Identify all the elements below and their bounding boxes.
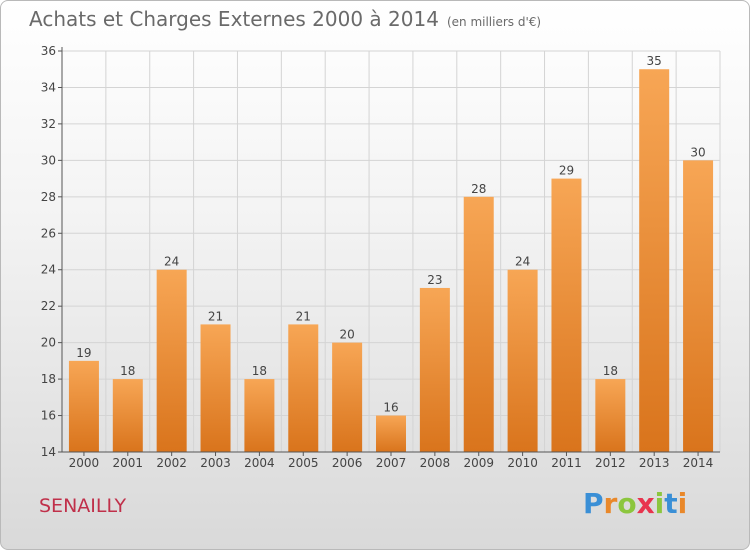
x-tick-label: 2008 — [420, 456, 451, 470]
data-label: 28 — [471, 182, 486, 196]
y-tick-label: 20 — [41, 336, 56, 350]
bar-2012 — [595, 379, 626, 452]
y-tick-label: 24 — [41, 263, 56, 277]
data-label: 21 — [296, 309, 311, 323]
data-label: 24 — [515, 255, 530, 269]
bar-2009 — [463, 196, 494, 452]
bar-2013 — [639, 69, 670, 453]
data-label: 20 — [339, 328, 354, 342]
axes: 14 16 18 20 22 24 26 28 30 32 34 36 2000 2001 2002 2003… — [41, 44, 720, 470]
data-label: 30 — [690, 145, 705, 159]
y-tick-label: 22 — [41, 299, 56, 313]
bar-2002 — [156, 269, 187, 452]
unit-label: (en milliers d'€) — [446, 15, 542, 29]
x-tick-label: 2003 — [200, 456, 231, 470]
x-tick-label: 2004 — [244, 456, 275, 470]
proxiti-logo[interactable]: Proxiti — [583, 487, 687, 520]
x-tick-label: 2002 — [156, 456, 187, 470]
bar-2014 — [683, 160, 714, 452]
x-tick-label: 2007 — [376, 456, 407, 470]
bar-2006 — [332, 342, 363, 452]
x-tick-label: 2013 — [639, 456, 670, 470]
data-label: 19 — [76, 346, 91, 360]
bar-2004 — [244, 379, 275, 452]
bar-2001 — [112, 379, 143, 452]
data-label: 18 — [252, 364, 267, 378]
x-tick-label: 2009 — [463, 456, 494, 470]
commune-name: SENAILLY — [39, 495, 127, 517]
logo-letter: x — [636, 487, 655, 520]
data-label: 29 — [559, 164, 574, 178]
x-tick-label: 2001 — [113, 456, 144, 470]
logo-letter: P — [583, 487, 604, 520]
bar-2005 — [288, 324, 319, 452]
data-label: 21 — [208, 309, 223, 323]
bar-2007 — [376, 415, 406, 452]
y-tick-label: 28 — [41, 190, 56, 204]
y-tick-label: 36 — [41, 44, 56, 58]
chart-title: Achats et Charges Externes 2000 à 2014 (e… — [29, 7, 541, 31]
data-label: 18 — [120, 364, 135, 378]
data-label: 18 — [603, 364, 618, 378]
logo-letter: i — [677, 487, 688, 520]
y-tick-label: 32 — [41, 117, 56, 131]
logo-letter: o — [617, 487, 637, 520]
y-tick-label: 34 — [41, 80, 56, 94]
logo-letter: t — [664, 487, 678, 520]
x-tick-label: 2014 — [683, 456, 714, 470]
x-tick-label: 2012 — [595, 456, 626, 470]
title-text: Achats et Charges Externes 2000 à 2014 — [29, 7, 439, 31]
x-tick-label: 2011 — [551, 456, 582, 470]
data-label: 24 — [164, 255, 179, 269]
bars: 19 18 24 21 18 21 20 16 23 28 24 29 18 35 30 — [68, 54, 714, 453]
y-tick-label: 16 — [41, 409, 56, 423]
y-tick-label: 30 — [41, 153, 56, 167]
x-tick-label: 2006 — [332, 456, 363, 470]
logo-letter: r — [603, 487, 618, 520]
x-tick-label: 2010 — [507, 456, 538, 470]
x-tick-label: 2005 — [288, 456, 319, 470]
y-tick-label: 26 — [41, 226, 56, 240]
bar-2010 — [507, 269, 538, 452]
bar-2008 — [419, 287, 450, 452]
x-tick-label: 2000 — [69, 456, 100, 470]
data-label: 35 — [647, 54, 662, 68]
data-label: 23 — [427, 273, 442, 287]
bar-2003 — [200, 324, 231, 452]
bar-2011 — [551, 178, 582, 452]
bar-2000 — [68, 360, 99, 452]
y-tick-label: 14 — [41, 445, 56, 459]
logo-letter: i — [654, 487, 665, 520]
data-label: 16 — [383, 401, 398, 415]
y-tick-label: 18 — [41, 372, 56, 386]
